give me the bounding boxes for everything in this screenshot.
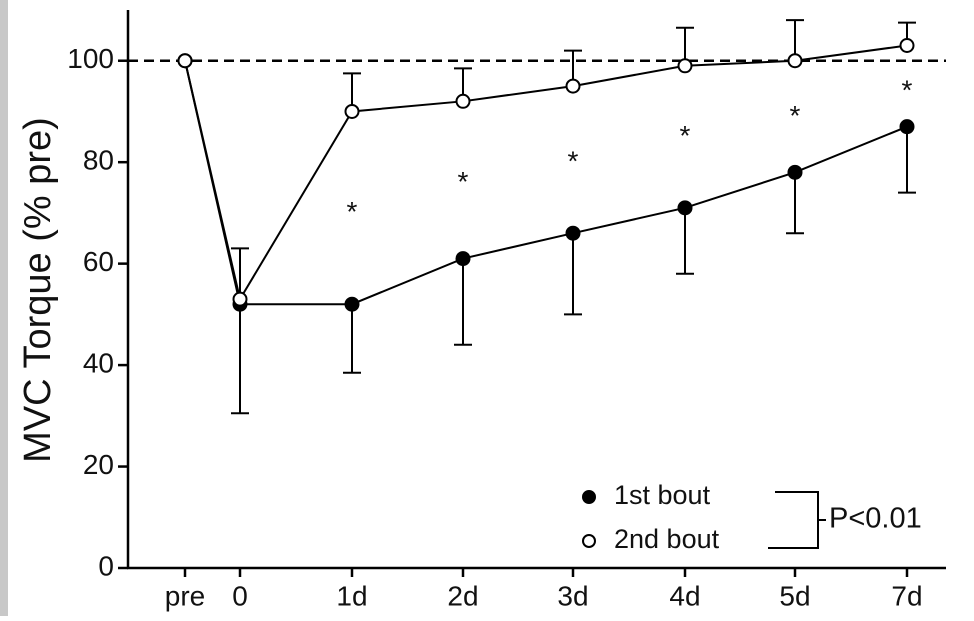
series-line xyxy=(184,60,908,306)
y-tick-label: 80 xyxy=(83,145,114,176)
legend-label: 1st bout xyxy=(614,480,711,510)
marker xyxy=(677,200,693,216)
x-tick-label: 5d xyxy=(779,580,810,611)
marker xyxy=(344,103,360,119)
error-bar xyxy=(343,304,361,374)
x-tick-label: 7d xyxy=(891,580,922,611)
significance-mark: * xyxy=(680,120,691,151)
y-tick-label: 100 xyxy=(67,43,114,74)
marker xyxy=(899,38,915,54)
y-tick-label: 40 xyxy=(83,347,114,378)
marker xyxy=(455,251,471,267)
error-bar xyxy=(898,126,916,194)
significance-mark: * xyxy=(458,166,469,197)
marker xyxy=(455,93,471,109)
x-tick-label: 0 xyxy=(232,580,248,611)
error-bar xyxy=(786,172,804,235)
legend-note: P<0.01 xyxy=(829,503,922,535)
significance-mark: * xyxy=(790,100,801,131)
y-tick-label: 0 xyxy=(98,550,114,581)
significance-mark: * xyxy=(347,196,358,227)
legend-marker xyxy=(582,490,596,504)
legend-marker xyxy=(582,534,596,548)
marker xyxy=(677,58,693,74)
x-tick-label: 3d xyxy=(557,580,588,611)
error-bar xyxy=(564,233,582,316)
series-line xyxy=(184,44,908,302)
y-tick-label: 60 xyxy=(83,246,114,277)
y-tick-label: 20 xyxy=(83,449,114,480)
marker xyxy=(787,53,803,69)
x-tick-label: 2d xyxy=(447,580,478,611)
error-bar xyxy=(454,258,472,346)
marker xyxy=(177,53,193,69)
x-tick-label: pre xyxy=(165,580,205,611)
marker xyxy=(565,225,581,241)
y-axis-label: MVC Torque (% pre) xyxy=(17,117,59,463)
marker xyxy=(787,164,803,180)
error-bar xyxy=(676,207,694,275)
error-bar xyxy=(231,247,249,300)
x-tick-label: 1d xyxy=(336,580,367,611)
error-bar xyxy=(231,304,249,415)
marker xyxy=(565,78,581,94)
marker xyxy=(232,291,248,307)
frame-edge xyxy=(0,0,8,616)
marker xyxy=(344,296,360,312)
x-tick-label: 4d xyxy=(669,580,700,611)
marker xyxy=(899,119,915,135)
significance-mark: * xyxy=(902,74,913,105)
legend-label: 2nd bout xyxy=(614,524,720,554)
significance-mark: * xyxy=(568,145,579,176)
